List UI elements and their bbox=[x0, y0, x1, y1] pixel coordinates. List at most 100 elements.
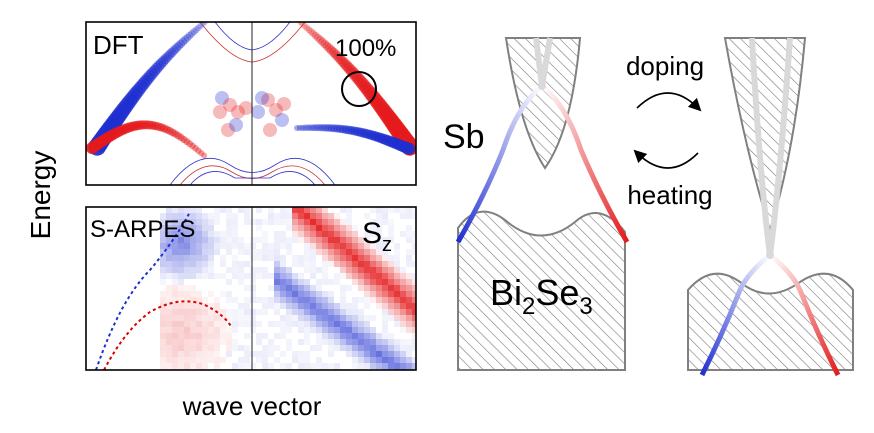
arpes-pixel bbox=[304, 261, 310, 267]
arpes-pixel bbox=[172, 351, 178, 357]
dft-panel bbox=[86, 22, 416, 185]
arpes-pixel bbox=[226, 219, 232, 225]
arpes-pixel bbox=[274, 213, 280, 219]
arpes-pixel bbox=[160, 249, 166, 255]
arpes-pixel bbox=[214, 303, 220, 309]
arpes-pixel bbox=[352, 231, 358, 237]
arpes-pixel bbox=[400, 315, 406, 321]
arpes-pixel bbox=[250, 267, 256, 273]
arpes-pixel bbox=[364, 231, 370, 237]
arpes-pixel bbox=[244, 249, 250, 255]
arpes-pixel bbox=[292, 237, 298, 243]
arpes-pixel bbox=[238, 237, 244, 243]
arpes-pixel bbox=[406, 291, 412, 297]
dft-band-dot bbox=[231, 105, 245, 119]
arpes-pixel bbox=[322, 237, 328, 243]
arpes-pixel bbox=[286, 291, 292, 297]
arpes-pixel bbox=[412, 291, 416, 297]
arpes-pixel bbox=[226, 213, 232, 219]
arpes-pixel bbox=[298, 309, 304, 315]
arpes-pixel bbox=[370, 333, 376, 339]
arpes-pixel bbox=[262, 273, 268, 279]
arpes-pixel bbox=[364, 333, 370, 339]
arpes-pixel bbox=[316, 285, 322, 291]
arpes-pixel bbox=[328, 333, 334, 339]
dft-band-dot bbox=[178, 37, 188, 46]
arpes-pixel bbox=[394, 315, 400, 321]
arpes-pixel bbox=[412, 339, 416, 345]
arpes-pixel bbox=[238, 243, 244, 249]
arpes-pixel bbox=[280, 333, 286, 339]
arpes-pixel bbox=[172, 321, 178, 327]
arpes-pixel bbox=[328, 261, 334, 267]
arpes-pixel bbox=[322, 255, 328, 261]
arpes-pixel bbox=[208, 357, 214, 363]
arpes-pixel bbox=[178, 351, 184, 357]
arpes-pixel bbox=[262, 345, 268, 351]
arpes-pixel bbox=[202, 237, 208, 243]
arpes-pixel bbox=[382, 213, 388, 219]
arpes-pixel bbox=[412, 261, 416, 267]
arpes-pixel bbox=[214, 297, 220, 303]
arpes-pixel bbox=[352, 315, 358, 321]
arpes-pixel bbox=[352, 321, 358, 327]
arpes-pixel bbox=[328, 243, 334, 249]
arpes-pixel bbox=[166, 327, 172, 333]
arpes-pixel bbox=[316, 303, 322, 309]
arpes-pixel bbox=[304, 315, 310, 321]
arpes-pixel bbox=[202, 327, 208, 333]
arpes-pixel bbox=[256, 333, 262, 339]
dft-band-dot bbox=[305, 26, 313, 34]
arpes-pixel bbox=[208, 291, 214, 297]
arpes-pixel bbox=[316, 309, 322, 315]
bi2se3-substrate bbox=[457, 210, 626, 371]
arpes-pixel bbox=[298, 297, 304, 303]
arpes-pixel bbox=[202, 363, 208, 369]
arpes-pixel bbox=[280, 363, 286, 369]
arpes-pixel bbox=[322, 249, 328, 255]
arpes-pixel bbox=[340, 285, 346, 291]
arpes-pixel bbox=[310, 291, 316, 297]
arpes-pixel bbox=[382, 267, 388, 273]
arpes-pixel bbox=[346, 345, 352, 351]
dft-band-dot bbox=[181, 35, 190, 44]
arpes-pixel bbox=[250, 279, 256, 285]
arpes-pixel bbox=[208, 303, 214, 309]
arpes-pixel bbox=[196, 243, 202, 249]
arpes-pixel bbox=[160, 339, 166, 345]
arpes-label: S-ARPES bbox=[90, 216, 195, 243]
arpes-pixel bbox=[346, 285, 352, 291]
arpes-pixel bbox=[280, 261, 286, 267]
arpes-pixel bbox=[346, 351, 352, 357]
arpes-pixel bbox=[370, 273, 376, 279]
arpes-pixel bbox=[316, 243, 322, 249]
arpes-pixel bbox=[178, 363, 184, 369]
dft-band-dot bbox=[307, 28, 315, 36]
arpes-pixel bbox=[238, 207, 244, 213]
bi2se3-label: Bi2Se3 bbox=[490, 272, 593, 320]
arpes-pixel bbox=[394, 273, 400, 279]
arpes-pixel bbox=[316, 315, 322, 321]
surface-band-right bbox=[540, 84, 630, 244]
arpes-pixel bbox=[280, 231, 286, 237]
arpes-pixel bbox=[172, 255, 178, 261]
arpes-pixel bbox=[370, 207, 376, 213]
arpes-pixel bbox=[262, 231, 268, 237]
arpes-pixel bbox=[358, 261, 364, 267]
arpes-pixel bbox=[166, 315, 172, 321]
arpes-pixel bbox=[316, 225, 322, 231]
arpes-pixel bbox=[226, 333, 232, 339]
arpes-pixel bbox=[406, 273, 412, 279]
arpes-pixel bbox=[166, 345, 172, 351]
arpes-pixel bbox=[340, 309, 346, 315]
dft-band-dot bbox=[180, 135, 188, 144]
arpes-pixel bbox=[334, 237, 340, 243]
arpes-pixel bbox=[358, 243, 364, 249]
arpes-pixel bbox=[286, 207, 292, 213]
arpes-pixel bbox=[166, 321, 172, 327]
arpes-pixel bbox=[388, 297, 394, 303]
arpes-pixel bbox=[346, 267, 352, 273]
arpes-pixel bbox=[184, 261, 190, 267]
arpes-pixel bbox=[274, 297, 280, 303]
arpes-pixel bbox=[184, 363, 190, 369]
